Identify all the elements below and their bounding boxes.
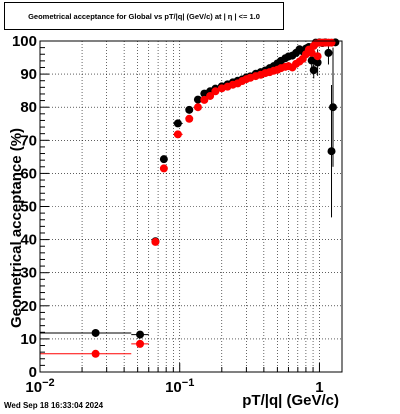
y-tick-label: 0 bbox=[29, 364, 37, 381]
y-tick-label: 80 bbox=[20, 99, 37, 116]
y-tick-label: 100 bbox=[12, 33, 37, 50]
grid bbox=[40, 41, 342, 372]
red-data-point bbox=[91, 349, 100, 358]
y-tick-label: 10 bbox=[20, 331, 37, 348]
y-tick-label: 90 bbox=[20, 66, 37, 83]
error-bars bbox=[40, 41, 334, 355]
red-data-point bbox=[307, 48, 316, 57]
y-tick-label: 20 bbox=[20, 298, 37, 315]
red-data-point bbox=[313, 52, 322, 61]
y-tick-label: 60 bbox=[20, 165, 37, 182]
red-data-point bbox=[159, 164, 168, 173]
x-axis-title: pT/|q| (GeV/c) bbox=[242, 392, 339, 409]
red-data-point bbox=[193, 103, 202, 112]
red-data-point bbox=[200, 95, 209, 104]
black-data-point bbox=[327, 147, 336, 156]
y-axis-title: Geometrical acceptance (%) bbox=[8, 128, 25, 328]
x-tick-label: 1 bbox=[315, 379, 323, 396]
black-data-point bbox=[91, 328, 100, 337]
x-tick-exponent: −2 bbox=[42, 377, 55, 389]
data-markers bbox=[91, 38, 340, 358]
black-data-point bbox=[193, 95, 202, 104]
red-data-point bbox=[173, 130, 182, 139]
axis-ticks bbox=[39, 40, 320, 373]
y-tick-label: 50 bbox=[20, 199, 37, 216]
red-data-point bbox=[185, 114, 194, 123]
black-data-point bbox=[173, 119, 182, 128]
black-data-point bbox=[324, 48, 333, 57]
black-data-point bbox=[185, 105, 194, 114]
red-data-point bbox=[327, 38, 336, 47]
chart-title: Geometrical acceptance for Global vs pT/… bbox=[4, 2, 284, 30]
black-data-point bbox=[136, 330, 145, 339]
y-tick-label: 70 bbox=[20, 132, 37, 149]
datestamp: Wed Sep 18 16:33:04 2024 bbox=[4, 401, 104, 410]
red-data-point bbox=[211, 87, 220, 96]
red-data-point bbox=[136, 339, 145, 348]
y-tick-label: 30 bbox=[20, 265, 37, 282]
red-data-point bbox=[151, 237, 160, 246]
black-data-point bbox=[313, 58, 322, 67]
tick-labels: 0 10 20 30 40 50 60 70 80 90 100 10−2 10−1 1 bbox=[12, 33, 324, 396]
black-data-point bbox=[309, 66, 318, 75]
x-tick-label: 10−1 bbox=[165, 377, 194, 396]
x-tick-exponent: −1 bbox=[182, 377, 195, 389]
black-data-point bbox=[328, 103, 337, 112]
x-tick-label: 10−2 bbox=[25, 377, 54, 396]
black-data-point bbox=[159, 155, 168, 164]
red-data-point bbox=[206, 91, 215, 100]
y-tick-label: 40 bbox=[20, 232, 37, 249]
